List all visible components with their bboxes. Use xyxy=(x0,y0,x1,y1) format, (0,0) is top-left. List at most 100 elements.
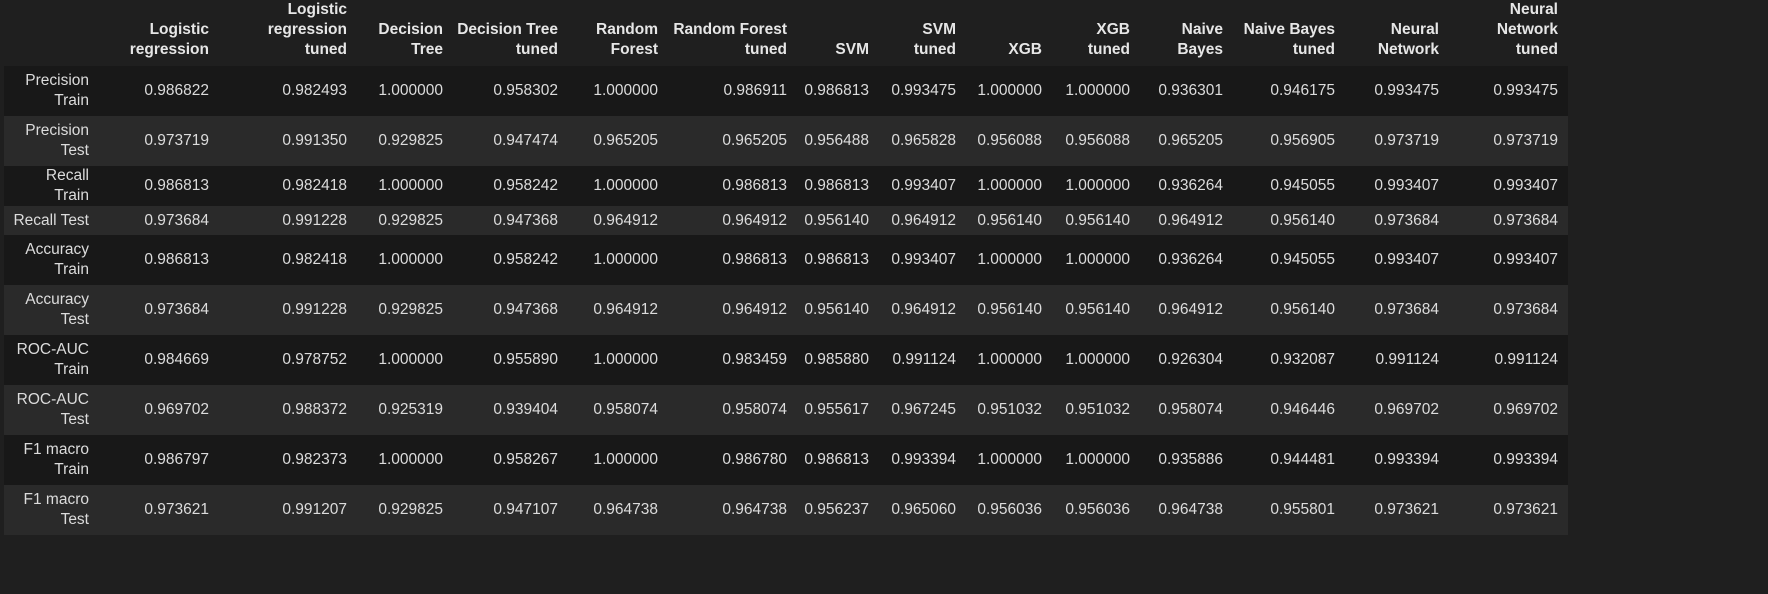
metric-value-cell: 0.991350 xyxy=(219,116,357,166)
metric-value-cell: 0.993475 xyxy=(1449,66,1568,116)
metric-value-cell: 0.982493 xyxy=(219,66,357,116)
metric-value-cell: 0.964912 xyxy=(568,206,668,235)
metric-value-cell: 0.993407 xyxy=(1345,166,1449,206)
metric-value-cell: 0.986813 xyxy=(99,166,219,206)
metric-value-cell: 0.945055 xyxy=(1233,235,1345,285)
metric-value-cell: 0.929825 xyxy=(357,206,453,235)
row-index-label: Recall Train xyxy=(4,166,99,206)
metric-value-cell: 0.982373 xyxy=(219,435,357,485)
metric-value-cell: 1.000000 xyxy=(568,335,668,385)
metric-value-cell: 0.973621 xyxy=(1449,485,1568,535)
metric-value-cell: 0.983459 xyxy=(668,335,797,385)
column-header: Decision Tree xyxy=(357,0,453,66)
metric-value-cell: 0.991228 xyxy=(219,285,357,335)
table-body: Precision Train 0.986822 0.982493 1.000000 0… xyxy=(4,66,1568,535)
metric-value-cell: 0.986813 xyxy=(668,166,797,206)
metric-value-cell: 0.946446 xyxy=(1233,385,1345,435)
metric-value-cell: 0.973684 xyxy=(99,285,219,335)
metrics-dataframe-table: Logistic regression Logistic regression t… xyxy=(4,0,1568,535)
metric-value-cell: 0.958302 xyxy=(453,66,568,116)
metric-value-cell: 0.929825 xyxy=(357,116,453,166)
column-header: Neural Network tuned xyxy=(1449,0,1568,66)
metric-value-cell: 0.956140 xyxy=(1233,206,1345,235)
metric-value-cell: 0.951032 xyxy=(1052,385,1140,435)
metric-value-cell: 0.969702 xyxy=(99,385,219,435)
metric-value-cell: 0.958242 xyxy=(453,166,568,206)
metric-value-cell: 0.969702 xyxy=(1345,385,1449,435)
metric-value-cell: 0.986780 xyxy=(668,435,797,485)
metric-value-cell: 0.955617 xyxy=(797,385,879,435)
row-index-label: Accuracy Test xyxy=(4,285,99,335)
metric-value-cell: 0.947474 xyxy=(453,116,568,166)
header-row: Logistic regression Logistic regression t… xyxy=(4,0,1568,66)
metric-value-cell: 0.956140 xyxy=(1052,285,1140,335)
metric-value-cell: 0.973719 xyxy=(1345,116,1449,166)
metric-value-cell: 0.956140 xyxy=(966,206,1052,235)
metric-value-cell: 0.991228 xyxy=(219,206,357,235)
metric-value-cell: 0.964738 xyxy=(1140,485,1233,535)
metric-value-cell: 1.000000 xyxy=(357,335,453,385)
metric-value-cell: 1.000000 xyxy=(357,66,453,116)
metric-value-cell: 0.932087 xyxy=(1233,335,1345,385)
metric-value-cell: 0.956905 xyxy=(1233,116,1345,166)
metric-value-cell: 1.000000 xyxy=(1052,435,1140,485)
metric-value-cell: 0.973621 xyxy=(99,485,219,535)
metric-value-cell: 0.936264 xyxy=(1140,166,1233,206)
row-index-label: ROC-AUC Train xyxy=(4,335,99,385)
column-header: Neural Network xyxy=(1345,0,1449,66)
row-index-label: Accuracy Train xyxy=(4,235,99,285)
metric-value-cell: 0.993407 xyxy=(1345,235,1449,285)
metric-value-cell: 0.986911 xyxy=(668,66,797,116)
metric-value-cell: 0.993475 xyxy=(879,66,966,116)
metric-value-cell: 0.926304 xyxy=(1140,335,1233,385)
metric-value-cell: 0.973621 xyxy=(1345,485,1449,535)
metric-value-cell: 0.947107 xyxy=(453,485,568,535)
metric-value-cell: 0.956036 xyxy=(1052,485,1140,535)
metric-value-cell: 1.000000 xyxy=(568,166,668,206)
metric-value-cell: 0.956088 xyxy=(966,116,1052,166)
metric-value-cell: 0.956036 xyxy=(966,485,1052,535)
metric-value-cell: 0.982418 xyxy=(219,235,357,285)
column-header: SVM tuned xyxy=(879,0,966,66)
metric-value-cell: 0.986813 xyxy=(797,435,879,485)
metric-value-cell: 0.988372 xyxy=(219,385,357,435)
row-index-label: F1 macro Test xyxy=(4,485,99,535)
metric-value-cell: 0.945055 xyxy=(1233,166,1345,206)
metric-value-cell: 0.951032 xyxy=(966,385,1052,435)
row-index-label: Precision Test xyxy=(4,116,99,166)
metric-value-cell: 0.929825 xyxy=(357,485,453,535)
metric-value-cell: 0.956237 xyxy=(797,485,879,535)
row-index-label: F1 macro Train xyxy=(4,435,99,485)
metric-value-cell: 0.946175 xyxy=(1233,66,1345,116)
metric-value-cell: 0.965205 xyxy=(1140,116,1233,166)
metric-value-cell: 0.993407 xyxy=(879,235,966,285)
metric-value-cell: 0.973684 xyxy=(99,206,219,235)
metric-value-cell: 0.958242 xyxy=(453,235,568,285)
metric-value-cell: 0.929825 xyxy=(357,285,453,335)
metric-value-cell: 0.925319 xyxy=(357,385,453,435)
table-row: F1 macro Train 0.986797 0.982373 1.000000 0.… xyxy=(4,435,1568,485)
metric-value-cell: 0.964738 xyxy=(568,485,668,535)
metric-value-cell: 0.973684 xyxy=(1345,206,1449,235)
metric-value-cell: 0.993394 xyxy=(1345,435,1449,485)
table-row: Precision Test 0.973719 0.991350 0.929825 0.… xyxy=(4,116,1568,166)
metric-value-cell: 0.936264 xyxy=(1140,235,1233,285)
metric-value-cell: 0.973684 xyxy=(1449,285,1568,335)
table-row: Recall Train 0.986813 0.982418 1.000000 0.95… xyxy=(4,166,1568,206)
table-row: Accuracy Train 0.986813 0.982418 1.000000 0.… xyxy=(4,235,1568,285)
index-header-cell xyxy=(4,0,99,66)
row-index-label: ROC-AUC Test xyxy=(4,385,99,435)
metric-value-cell: 0.986813 xyxy=(797,166,879,206)
metric-value-cell: 1.000000 xyxy=(568,435,668,485)
metric-value-cell: 0.964912 xyxy=(568,285,668,335)
column-header: Decision Tree tuned xyxy=(453,0,568,66)
metric-value-cell: 1.000000 xyxy=(357,235,453,285)
column-header: Logistic regression xyxy=(99,0,219,66)
metric-value-cell: 0.944481 xyxy=(1233,435,1345,485)
metric-value-cell: 0.958267 xyxy=(453,435,568,485)
metric-value-cell: 0.965205 xyxy=(568,116,668,166)
metric-value-cell: 0.993475 xyxy=(1345,66,1449,116)
column-header: Naive Bayes xyxy=(1140,0,1233,66)
table-row: Accuracy Test 0.973684 0.991228 0.929825 0.9… xyxy=(4,285,1568,335)
